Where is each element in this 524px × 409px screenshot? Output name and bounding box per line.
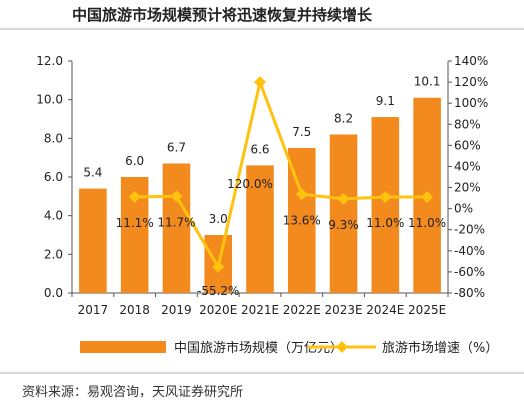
growth-value-label: 9.3% bbox=[328, 218, 359, 232]
growth-value-label: 11.7% bbox=[157, 215, 195, 229]
x-axis: 2017 2018 2019 2020E 2021E 2022E 2023E 2024E 202… bbox=[71, 292, 449, 317]
right-tick-label: 80% bbox=[454, 117, 481, 131]
bar bbox=[246, 165, 274, 293]
bar-value-label: 8.2 bbox=[334, 111, 353, 125]
right-tick-label: -40% bbox=[454, 244, 485, 258]
line-series bbox=[128, 76, 434, 273]
right-tick-label: -60% bbox=[454, 265, 485, 279]
bar-value-label: 7.5 bbox=[292, 125, 311, 139]
growth-value-label: 120.0% bbox=[227, 177, 273, 191]
growth-point bbox=[128, 190, 141, 203]
right-tick-label: 140% bbox=[454, 54, 488, 68]
legend-line-label: 旅游市场增速（%） bbox=[382, 340, 498, 356]
bar bbox=[79, 188, 107, 293]
bar-value-label: 6.7 bbox=[167, 140, 186, 154]
right-tick-label: 40% bbox=[454, 159, 481, 173]
bar-value-label: 9.1 bbox=[376, 94, 395, 108]
right-tick-label: -20% bbox=[454, 223, 485, 237]
bar bbox=[371, 117, 400, 293]
left-tick-label: 0.0 bbox=[44, 286, 63, 300]
right-tick-label: 20% bbox=[454, 181, 481, 195]
source-divider bbox=[0, 372, 524, 374]
x-tick-label: 2018 bbox=[119, 303, 150, 317]
data-labels: 5.4 6.0 6.7 3.0 6.6 7.5 8.2 9.1 10.1 11.1% 11.7% -5… bbox=[83, 75, 446, 298]
growth-value-label: 11.1% bbox=[116, 216, 154, 230]
legend-line-marker bbox=[336, 341, 348, 353]
right-axis: -80% -60% -40% -20% 0% 20% 40% 60% 80% 100% 120% 14… bbox=[447, 54, 488, 300]
left-tick-label: 10.0 bbox=[36, 93, 63, 107]
combo-chart: 0.0 2.0 4.0 6.0 8.0 10.0 12.0 -80% -60% -40% -20%… bbox=[36, 54, 498, 356]
legend-bar-swatch bbox=[80, 341, 166, 353]
right-tick-label: 120% bbox=[454, 75, 488, 89]
source-note: 资料来源：易观咨询，天风证券研究所 bbox=[22, 385, 244, 400]
bar-series bbox=[79, 97, 441, 293]
legend: 中国旅游市场规模（万亿元） 旅游市场增速（%） bbox=[80, 340, 498, 356]
growth-point bbox=[295, 188, 308, 201]
right-tick-label: -80% bbox=[454, 286, 485, 300]
growth-line bbox=[134, 80, 428, 269]
right-tick-label: 60% bbox=[454, 138, 481, 152]
growth-point bbox=[170, 190, 183, 203]
bar-value-label: 10.1 bbox=[414, 75, 441, 89]
left-tick-label: 12.0 bbox=[36, 54, 63, 68]
growth-point bbox=[379, 191, 392, 204]
x-tick-label: 2022E bbox=[283, 303, 321, 317]
left-tick-label: 2.0 bbox=[44, 247, 63, 261]
right-tick-label: 100% bbox=[454, 96, 488, 110]
left-tick-label: 4.0 bbox=[44, 209, 63, 223]
x-tick-label: 2023E bbox=[324, 303, 362, 317]
bar-value-label: 6.0 bbox=[125, 154, 144, 168]
x-tick-label: 2021E bbox=[241, 303, 279, 317]
growth-value-label: -55.2% bbox=[197, 284, 239, 298]
bar-value-label: 3.0 bbox=[209, 212, 228, 226]
left-tick-label: 6.0 bbox=[44, 170, 63, 184]
growth-value-label: 11.0% bbox=[366, 216, 404, 230]
growth-value-label: 11.0% bbox=[408, 216, 446, 230]
x-tick-label: 2024E bbox=[366, 303, 404, 317]
growth-point bbox=[212, 260, 225, 273]
growth-point bbox=[254, 76, 266, 89]
growth-value-label: 13.6% bbox=[283, 213, 321, 227]
growth-point bbox=[337, 192, 350, 205]
chart-title: 中国旅游市场规模预计将迅速恢复并持续增长 bbox=[72, 6, 373, 24]
x-tick-label: 2019 bbox=[161, 303, 192, 317]
bar bbox=[162, 163, 191, 293]
bar-value-label: 6.6 bbox=[250, 142, 269, 156]
left-axis: 0.0 2.0 4.0 6.0 8.0 10.0 12.0 bbox=[36, 54, 73, 300]
bar bbox=[329, 134, 358, 293]
growth-point bbox=[421, 191, 434, 204]
legend-bar-label: 中国旅游市场规模（万亿元） bbox=[174, 340, 343, 356]
x-tick-label: 2025E bbox=[408, 303, 446, 317]
x-tick-label: 2020E bbox=[199, 303, 237, 317]
x-tick-label: 2017 bbox=[78, 303, 109, 317]
title-divider bbox=[0, 28, 524, 30]
right-tick-label: 0% bbox=[454, 202, 473, 216]
left-tick-label: 8.0 bbox=[44, 131, 63, 145]
bar-value-label: 5.4 bbox=[83, 166, 102, 180]
